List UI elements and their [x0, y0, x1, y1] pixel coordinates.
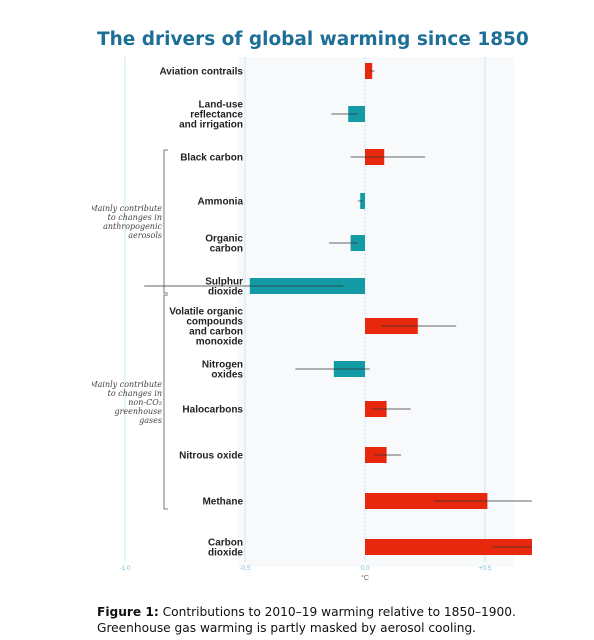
- x-tick-label: -1.0: [119, 565, 131, 572]
- category-label-line: oxides: [211, 370, 243, 381]
- caption-label: Figure 1:: [97, 605, 159, 620]
- category-label: Nitrous oxide: [179, 451, 243, 462]
- category-label: Land-use reflectance and irrigation: [179, 100, 243, 131]
- group-label-line: Mainly contribute: [92, 204, 162, 213]
- category-label-line: compounds: [186, 317, 243, 328]
- gridlines: [124, 57, 486, 562]
- category-label: Nitrogen oxides: [202, 360, 244, 381]
- category-label: Black carbon: [180, 153, 243, 164]
- group-bracket: [163, 294, 168, 510]
- group-label-line: greenhouse: [114, 407, 162, 416]
- category-label-line: and carbon: [189, 327, 243, 338]
- category-label-line: carbon: [210, 244, 243, 255]
- category-label-line: reflectance: [190, 110, 243, 121]
- x-axis: -1.0-0.50.0+0.5+1.0°C: [119, 565, 492, 582]
- figure-caption: Figure 1: Contributions to 2010–19 warmi…: [97, 604, 577, 636]
- category-label: Carbon dioxide: [208, 538, 243, 559]
- category-label-line: Volatile organic: [169, 307, 243, 318]
- category-label-line: Nitrogen: [202, 360, 243, 371]
- bar: [365, 63, 373, 79]
- category-label-line: Carbon: [208, 538, 243, 549]
- category-label-line: Sulphur: [205, 277, 243, 288]
- category-label: Halocarbons: [182, 405, 243, 416]
- bar: [365, 539, 532, 555]
- chart-title: The drivers of global warming since 1850: [97, 29, 529, 50]
- category-label-line: Land-use: [199, 100, 244, 111]
- x-axis-label: °C: [361, 574, 369, 582]
- category-label-line: dioxide: [208, 287, 243, 298]
- category-groups: Mainly contribute to changes in anthropoge…: [92, 149, 168, 510]
- group-label-line: non-CO₂: [128, 398, 162, 407]
- x-tick-label: -0.5: [239, 565, 251, 572]
- caption-text: Contributions to 2010–19 warming relativ…: [97, 605, 516, 636]
- bars: [144, 63, 532, 555]
- category-label-line: Halocarbons: [182, 405, 243, 416]
- group-label-line: anthropogenic: [103, 222, 162, 231]
- group-label-line: to changes in: [108, 213, 162, 222]
- category-label-line: and irrigation: [179, 120, 243, 131]
- x-tick-label: 0.0: [360, 565, 369, 572]
- group-label-line: Mainly contribute: [92, 380, 162, 389]
- category-label: Sulphur dioxide: [205, 277, 243, 298]
- category-label-line: Methane: [202, 497, 243, 508]
- category-label: Ammonia: [197, 197, 243, 208]
- category-label-line: Nitrous oxide: [179, 451, 243, 462]
- category-label: Aviation contrails: [159, 67, 243, 78]
- bar: [365, 493, 488, 509]
- category-label-line: Organic: [205, 234, 243, 245]
- category-label: Methane: [202, 497, 243, 508]
- group-label: Mainly contribute to changes in anthropoge…: [92, 204, 163, 240]
- group-label: Mainly contribute to changes in non-CO₂ gre…: [92, 380, 162, 425]
- group-label-line: to changes in: [108, 389, 162, 398]
- warming-drivers-chart: Mainly contribute to changes in anthropoge…: [92, 57, 532, 582]
- category-label-line: Ammonia: [197, 197, 243, 208]
- group-label-line: gases: [139, 416, 162, 425]
- x-tick-label: +0.5: [479, 565, 492, 572]
- category-label: Volatile organic compounds and carbon monox…: [169, 307, 243, 348]
- category-label-line: dioxide: [208, 548, 243, 559]
- category-label: Organic carbon: [205, 234, 243, 255]
- group-bracket: [163, 149, 168, 294]
- group-label-line: aerosols: [128, 231, 162, 240]
- plot-background: [238, 57, 514, 567]
- category-label-line: Black carbon: [180, 153, 243, 164]
- category-label-line: Aviation contrails: [159, 67, 243, 78]
- category-label-line: monoxide: [196, 337, 244, 348]
